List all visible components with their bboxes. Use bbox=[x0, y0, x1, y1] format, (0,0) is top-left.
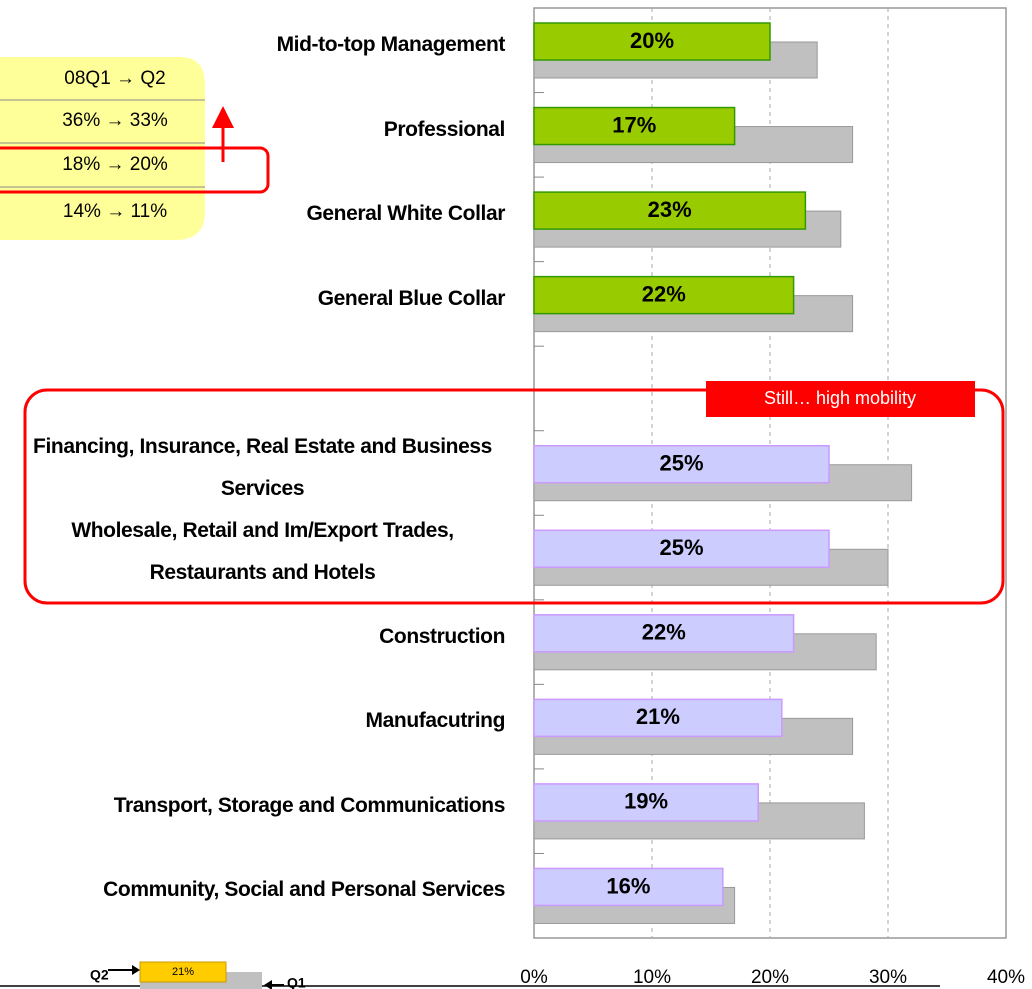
data-label: 17% bbox=[612, 112, 656, 137]
bar bbox=[533, 444, 830, 484]
y-tick-label: Community, Social and Personal Services bbox=[103, 878, 505, 902]
bar bbox=[533, 106, 736, 146]
x-tick-label: 40% bbox=[987, 967, 1025, 988]
data-label: 25% bbox=[659, 451, 703, 476]
legend-arrow bbox=[132, 965, 140, 975]
data-label: 22% bbox=[642, 281, 686, 306]
callout: Still… high mobility bbox=[764, 388, 916, 408]
data-label: 22% bbox=[642, 620, 686, 645]
callout-box bbox=[706, 381, 975, 417]
bar bbox=[533, 275, 795, 315]
y-tick-label: General White Collar bbox=[306, 202, 505, 226]
x-tick-label: 20% bbox=[751, 967, 789, 988]
table-row: 14% → 11% bbox=[63, 201, 167, 222]
data-label: 21% bbox=[636, 704, 680, 729]
arrow-head bbox=[212, 106, 234, 128]
legend-arrow bbox=[264, 980, 272, 989]
bar bbox=[533, 529, 830, 569]
legend-swatch bbox=[139, 961, 227, 983]
y-tick-label: Mid-to-top Management bbox=[276, 33, 506, 56]
x-tick-label: 0% bbox=[520, 967, 548, 988]
data-label: 23% bbox=[648, 197, 692, 222]
y-tick-label: Manufacutring bbox=[365, 709, 506, 733]
legend-label: Q2 bbox=[90, 967, 109, 983]
table-row: 18% → 20% bbox=[62, 154, 168, 175]
y-tick-label: Financing, Insurance, Real Estate and Bu… bbox=[33, 434, 492, 500]
y-tick-label: Construction bbox=[379, 624, 505, 648]
bar bbox=[533, 698, 783, 738]
y-tick-label: General Blue Collar bbox=[317, 286, 506, 310]
bar bbox=[533, 191, 807, 230]
highlight-box bbox=[0, 146, 270, 194]
table-header: 08Q1 → Q2 bbox=[64, 68, 165, 89]
bar bbox=[533, 867, 724, 907]
x-tick-label: 10% bbox=[633, 967, 671, 988]
data-label: 20% bbox=[630, 28, 674, 53]
legend-label: Q1 bbox=[287, 975, 306, 989]
y-tick-label: Wholesale, Retail and Im/Export Trades, … bbox=[71, 519, 454, 585]
data-label: 19% bbox=[624, 789, 668, 814]
y-tick-label: Transport, Storage and Communications bbox=[113, 793, 506, 817]
bar bbox=[533, 783, 759, 822]
bar bbox=[533, 614, 795, 653]
data-label: 16% bbox=[606, 873, 650, 898]
table-row: 36% → 33% bbox=[62, 110, 168, 131]
y-tick-label: Professional bbox=[383, 117, 506, 141]
highlight-box bbox=[23, 388, 1005, 605]
legend-sample-label: 21% bbox=[172, 966, 194, 978]
data-label: 25% bbox=[659, 535, 703, 560]
x-tick-label: 30% bbox=[869, 967, 907, 988]
bar bbox=[533, 22, 771, 61]
